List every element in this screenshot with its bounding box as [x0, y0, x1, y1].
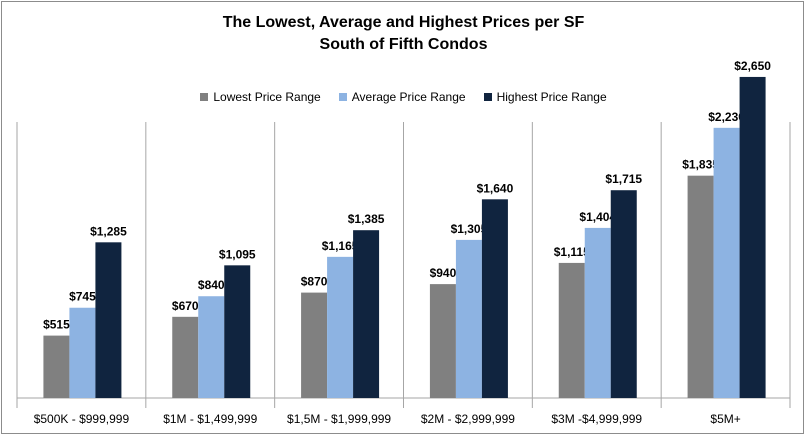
- bar-highest-price-range: [739, 76, 766, 398]
- data-label: $515: [43, 318, 70, 332]
- legend-label-lowest: Lowest Price Range: [213, 90, 321, 104]
- data-label: $2,650: [734, 59, 771, 73]
- legend-swatch-average: [338, 93, 347, 101]
- legend-swatch-highest: [483, 93, 492, 101]
- legend-item-lowest: Lowest Price Range: [200, 90, 321, 104]
- bar-highest-price-range: [224, 265, 251, 398]
- bar-highest-price-range: [95, 242, 122, 398]
- data-label: $940: [430, 266, 457, 280]
- data-label: $1,165: [322, 239, 359, 253]
- bar-average-price-range: [584, 227, 611, 398]
- legend-item-average: Average Price Range: [338, 90, 466, 104]
- data-label: $1,640: [477, 181, 514, 195]
- bar-highest-price-range: [610, 190, 637, 398]
- bar-highest-price-range: [481, 199, 508, 398]
- category-label: $1,5M - $1,999,999: [287, 412, 391, 426]
- category-label: $3M -$4,999,999: [551, 412, 642, 426]
- bar-average-price-range: [69, 307, 96, 398]
- bar-lowest-price-range: [429, 284, 456, 398]
- data-label: $1,835: [682, 158, 719, 172]
- data-label: $840: [198, 278, 225, 292]
- data-label: $1,404: [579, 210, 616, 224]
- data-label: $745: [69, 290, 96, 304]
- data-label: $2,230: [708, 110, 745, 124]
- category-label: $5M+: [710, 412, 740, 426]
- data-label: $670: [172, 299, 199, 313]
- legend-item-highest: Highest Price Range: [483, 90, 607, 104]
- legend-label-highest: Highest Price Range: [496, 90, 607, 104]
- bar-lowest-price-range: [172, 316, 199, 398]
- data-label: $1,385: [348, 212, 385, 226]
- chart-subtitle: South of Fifth Condos: [319, 36, 488, 53]
- bar-average-price-range: [198, 296, 225, 398]
- data-label: $1,115: [554, 245, 590, 259]
- data-label: $1,095: [219, 247, 256, 261]
- bar-lowest-price-range: [687, 175, 714, 398]
- legend-swatch-lowest: [200, 93, 209, 101]
- legend: Lowest Price Range Average Price Range H…: [0, 90, 807, 104]
- data-label: $870: [301, 275, 328, 289]
- data-label: $1,715: [605, 172, 642, 186]
- bar-lowest-price-range: [301, 292, 328, 398]
- bar-highest-price-range: [353, 230, 380, 398]
- bar-lowest-price-range: [43, 335, 70, 398]
- data-label: $1,305: [451, 222, 488, 236]
- chart-title: The Lowest, Average and Highest Prices p…: [222, 14, 585, 31]
- bar-average-price-range: [455, 239, 482, 398]
- bar-lowest-price-range: [558, 262, 585, 398]
- bar-average-price-range: [327, 256, 354, 398]
- category-label: $1M - $1,499,999: [163, 412, 257, 426]
- category-label: $500K - $999,999: [34, 412, 130, 426]
- legend-label-average: Average Price Range: [351, 90, 466, 104]
- data-label: $1,285: [90, 224, 127, 238]
- bar-average-price-range: [713, 127, 740, 399]
- category-label: $2M - $2,999,999: [421, 412, 515, 426]
